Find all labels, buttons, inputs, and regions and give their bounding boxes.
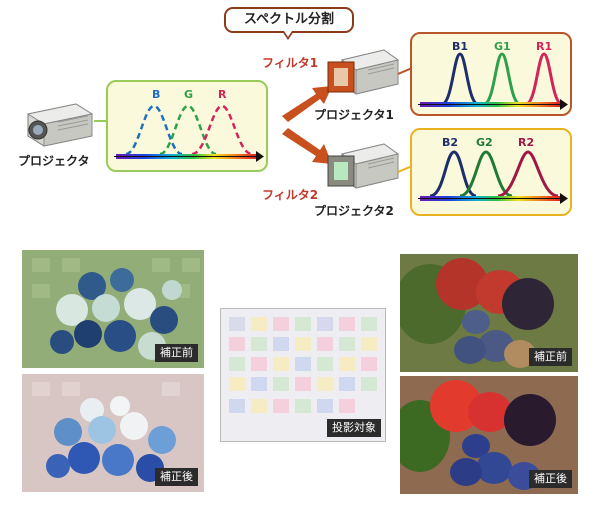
split-arrows (282, 86, 332, 164)
connector-line (94, 120, 108, 122)
arrow-up (282, 86, 332, 122)
spectral-split-callout: スペクトル分割 (224, 7, 354, 33)
fruit-after-photo: 補正後 (400, 376, 578, 494)
filter2-label: フィルタ2 (262, 188, 319, 202)
peak-b1: B1 (452, 40, 469, 53)
projection-target-photo: 投影対象 (220, 308, 386, 442)
projection-target-tag: 投影対象 (327, 419, 381, 437)
main-spectrum-panel: B G R (106, 80, 268, 172)
projector2-label: プロジェクタ2 (314, 204, 394, 218)
projector2-icon (327, 143, 400, 189)
fruit-before-tag: 補正前 (529, 348, 572, 366)
callout-tail-inner (284, 31, 292, 37)
flower-before-tag: 補正前 (155, 344, 198, 362)
fruit-after-tag: 補正後 (529, 470, 572, 488)
filter1-label: フィルタ1 (262, 56, 319, 70)
filter1-icon (327, 61, 355, 93)
peak-r1: R1 (536, 40, 553, 53)
projector1-label: プロジェクタ1 (314, 108, 394, 122)
connector-yellow (398, 165, 412, 173)
flower-before-photo: 補正前 (22, 250, 204, 368)
projector2-spectrum-panel: B2 G2 R2 (410, 128, 572, 216)
projector1-spectrum-panel: B1 G1 R1 (410, 32, 572, 116)
peak-g2: G2 (476, 136, 493, 149)
flower-after-tag: 補正後 (155, 468, 198, 486)
arrow-down (282, 128, 332, 164)
fruit-before-photo: 補正前 (400, 254, 578, 372)
peak-g: G (184, 88, 194, 101)
flower-after-photo: 補正後 (22, 374, 204, 492)
r-curve (191, 104, 253, 156)
projector2-spectrum-chart (418, 150, 568, 204)
projector1-icon (327, 49, 400, 95)
peak-b: B (152, 88, 161, 101)
b-curve (125, 104, 183, 156)
peak-r: R (218, 88, 227, 101)
peak-r2: R2 (518, 136, 535, 149)
main-spectrum-chart (114, 104, 264, 162)
g-curve (159, 104, 217, 156)
projector1-spectrum-chart (418, 52, 568, 110)
connector-red (398, 67, 412, 75)
peak-g1: G1 (494, 40, 511, 53)
peak-b2: B2 (442, 136, 459, 149)
projector-label: プロジェクタ (18, 154, 90, 168)
projector-icon (26, 103, 94, 147)
